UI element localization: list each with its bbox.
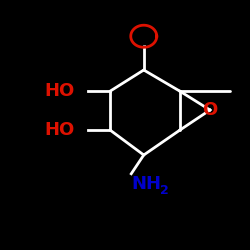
Text: NH: NH [131,175,161,193]
Text: HO: HO [45,82,75,100]
Text: 2: 2 [160,184,169,197]
Text: HO: HO [45,121,75,139]
Text: O: O [202,101,218,119]
Polygon shape [134,28,154,45]
